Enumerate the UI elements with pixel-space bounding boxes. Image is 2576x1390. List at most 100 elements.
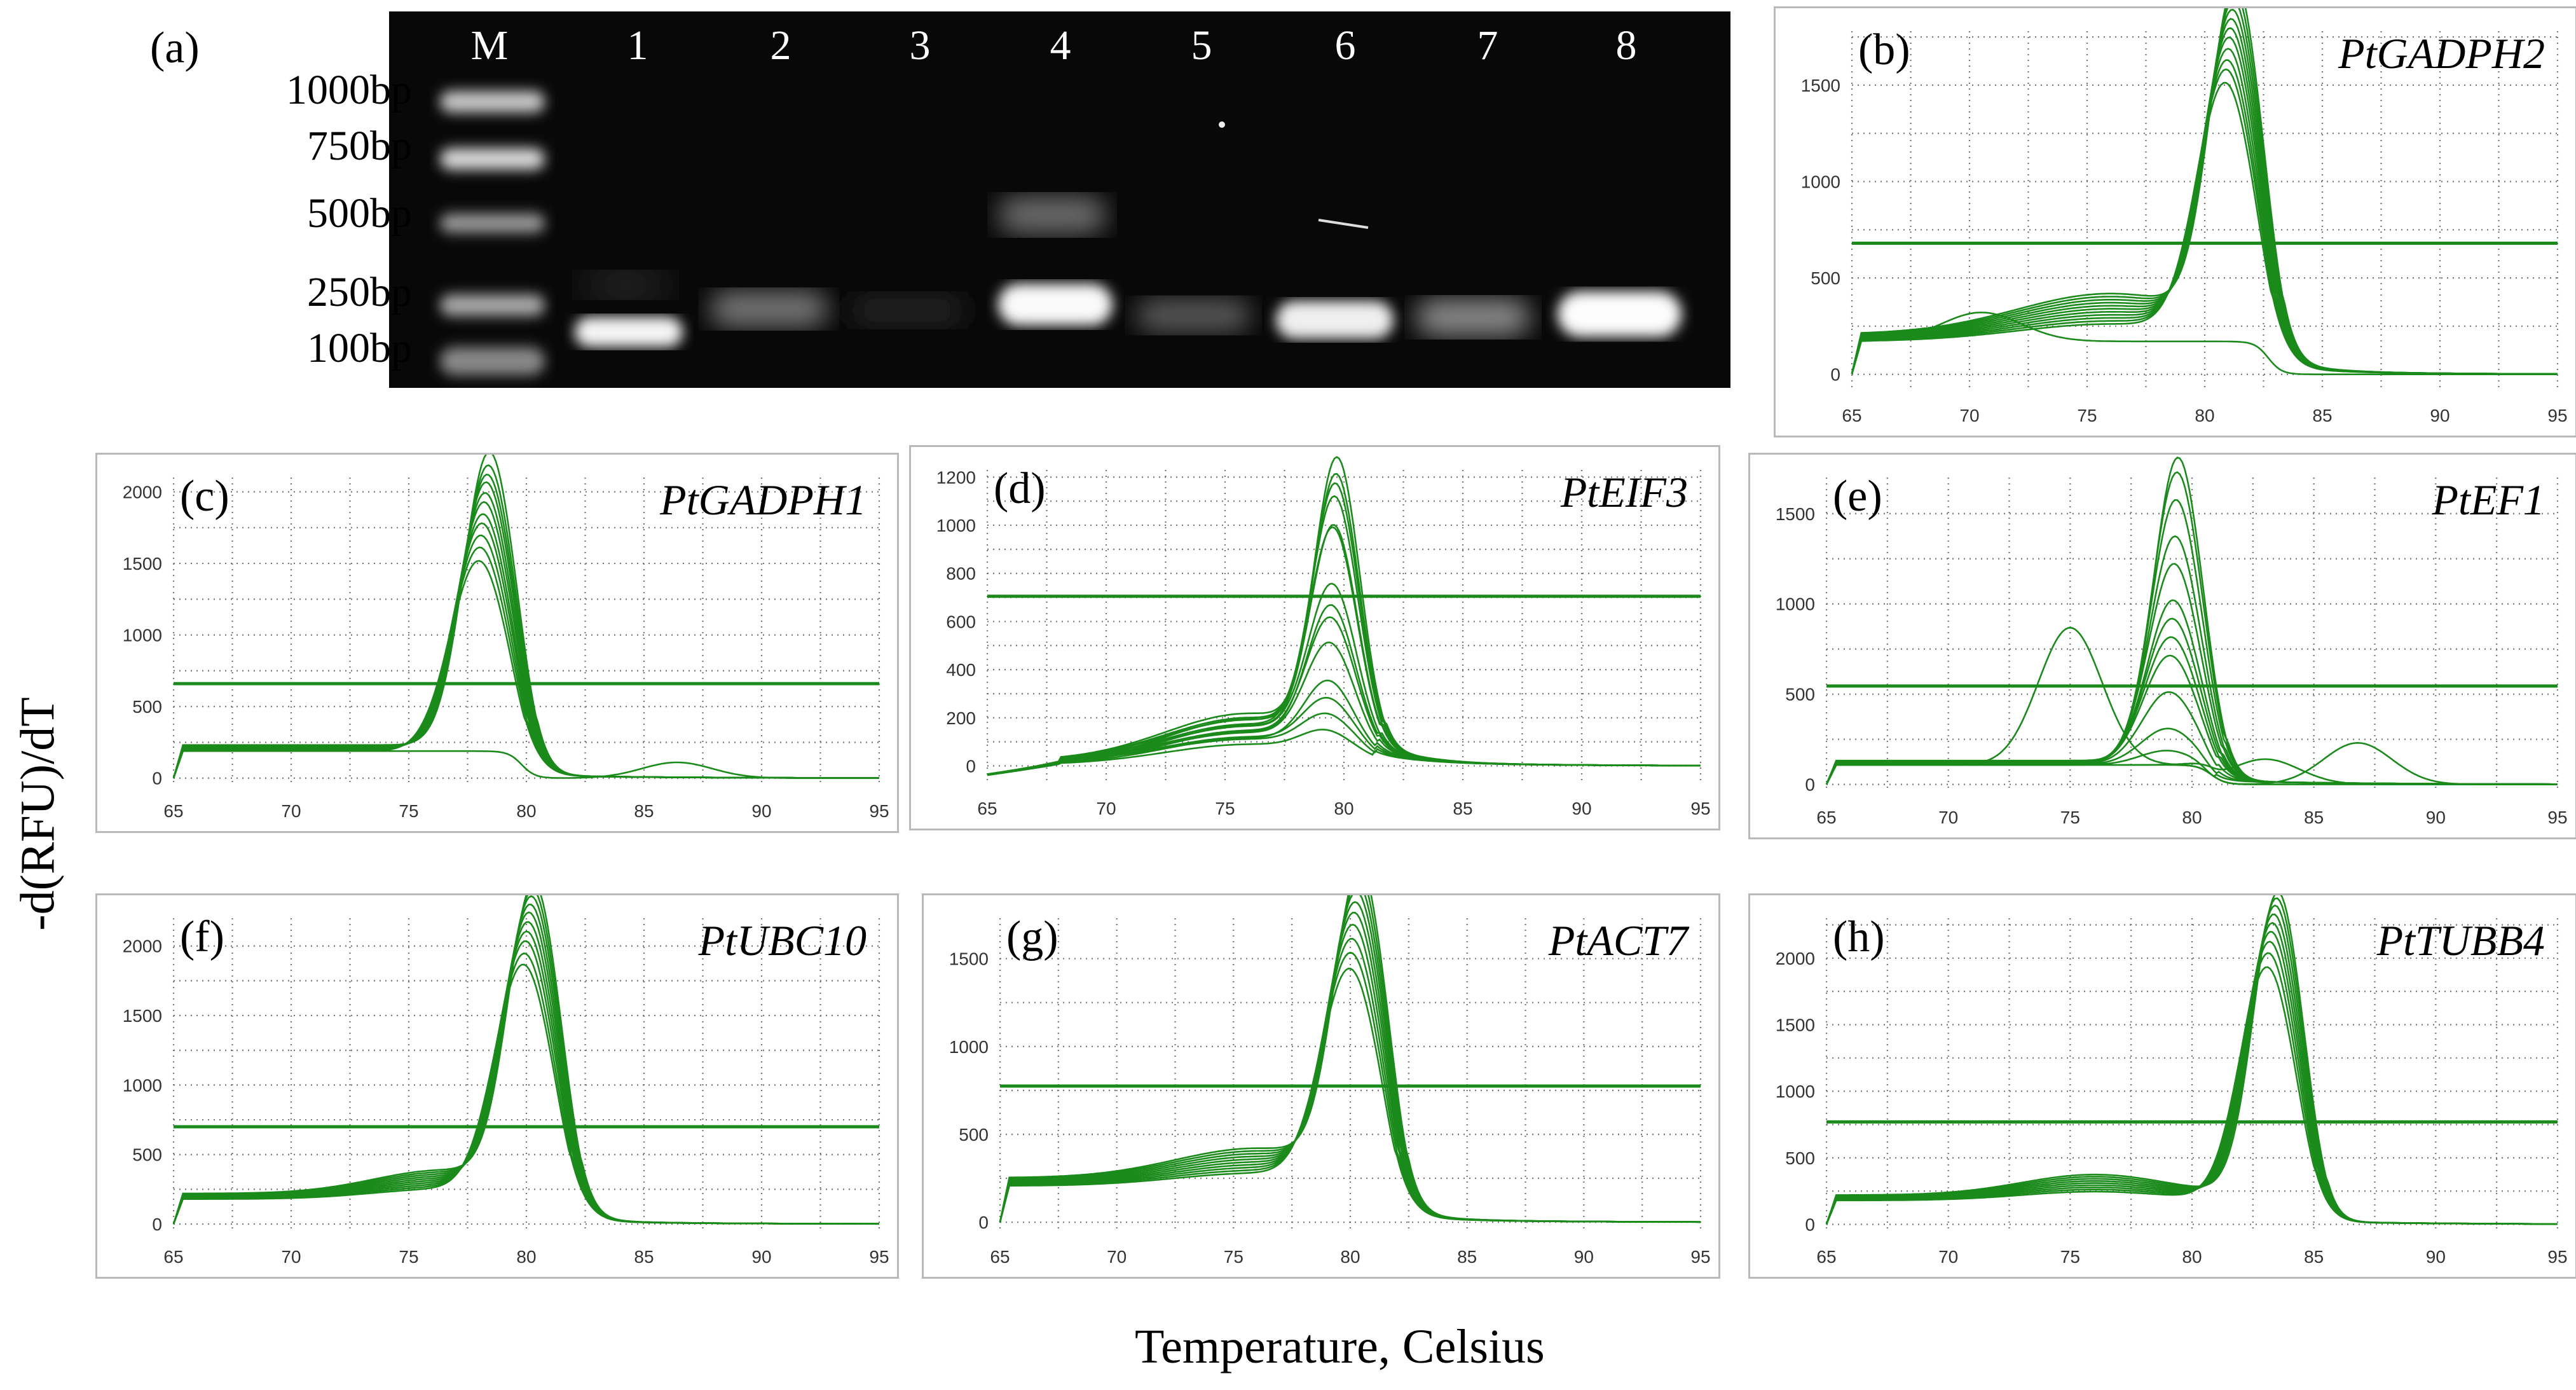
x-tick-label: 85: [1453, 799, 1472, 818]
lane6-band: [1276, 301, 1394, 339]
melt-curves: [172, 882, 879, 1225]
x-tick-label: 65: [163, 1247, 183, 1267]
y-tick-label: 500: [959, 1125, 989, 1145]
melt-curve: [1825, 599, 2558, 785]
x-tick-label: 80: [516, 1247, 536, 1267]
melt-chart-g: 65 70 75 80 85 90 95 0 500 1000 1500 (g) PtACT7: [949, 865, 1711, 1267]
x-tick-label: 70: [1096, 799, 1116, 818]
gene-name: PtTUBB4: [2376, 916, 2545, 965]
lane-label-8: 8: [1615, 22, 1637, 69]
melt-chart-d: 65 70 75 80 85 90 95 0 200 400 600 800 1000 1200 (d) Pt…: [936, 456, 1711, 818]
x-tick-label: 75: [2060, 1247, 2080, 1267]
x-tick-label: 90: [2430, 406, 2449, 425]
x-tick-label: 70: [281, 1247, 301, 1267]
x-tick-label: 90: [1574, 1247, 1594, 1267]
x-tick-label: 75: [399, 801, 418, 821]
y-tick-label: 1000: [123, 1075, 162, 1095]
marker-label-500bp: 500bp: [307, 190, 412, 237]
melt-curve: [987, 456, 1701, 775]
y-tick-label: 0: [1805, 1215, 1815, 1235]
sample-bands: [575, 121, 1682, 347]
y-tick-label: 1000: [123, 626, 162, 645]
x-tick-label: 65: [990, 1247, 1010, 1267]
y-tick-label: 500: [1811, 268, 1840, 288]
y-tick-label: 1000: [1801, 172, 1840, 192]
x-tick-label: 90: [751, 1247, 771, 1267]
y-tick-label: 400: [946, 660, 976, 680]
y-tick-label: 500: [1785, 1148, 1815, 1168]
y-tick-label: 1500: [123, 554, 162, 574]
melt-panel-h: 65 70 75 80 85 90 95 0 500 1000 1500 2000 (h) PtTUBB4: [1748, 891, 2576, 1279]
melt-chart-c: 65 70 75 80 85 90 95 0 500 1000 1500 2000 (c) PtGADPH…: [123, 451, 889, 821]
melt-curves: [172, 451, 879, 779]
melt-curve-extra: [172, 750, 879, 779]
melt-curves: [987, 456, 1701, 776]
marker-band-1000: [440, 91, 545, 113]
panel-label-a: (a): [150, 24, 200, 72]
melt-curve: [172, 522, 879, 779]
x-tick-label: 80: [1334, 799, 1353, 818]
y-tick-label: 2000: [1776, 949, 1815, 968]
y-tick-label: 1500: [1801, 76, 1840, 95]
lane-label-1: 1: [627, 22, 648, 69]
lane-label-M: M: [470, 22, 509, 69]
lane4-band-upper: [998, 196, 1106, 234]
x-tick-label: 85: [634, 1247, 654, 1267]
marker-label-1000bp: 1000bp: [286, 67, 412, 113]
lane2-band: [710, 291, 828, 327]
melt-curve: [172, 952, 879, 1225]
gene-name: PtEF1: [2431, 476, 2545, 524]
gene-name: PtGADPH2: [2338, 29, 2545, 78]
lane8-band: [1558, 291, 1682, 337]
grid: [172, 918, 880, 1231]
x-tick-label: 70: [1959, 406, 1979, 425]
panel-label: (e): [1833, 472, 1882, 521]
y-tick-label: 500: [1785, 685, 1815, 705]
x-tick-label: 90: [2426, 808, 2446, 827]
x-tick-label: 95: [2547, 1247, 2567, 1267]
x-tick-label: 70: [1938, 1247, 1958, 1267]
melt-panel-f: 65 70 75 80 85 90 95 0 500 1000 1500 2000 (f) PtUBC10: [95, 882, 899, 1279]
y-tick-label: 0: [152, 1215, 162, 1234]
x-tick-label: 70: [1938, 808, 1958, 827]
x-tick-label: 65: [163, 801, 183, 821]
y-tick-label: 0: [1805, 775, 1815, 795]
melt-curve: [172, 930, 879, 1225]
y-tick-label: 2000: [123, 483, 162, 502]
marker-bands: [440, 91, 545, 375]
marker-label-100bp: 100bp: [307, 325, 412, 371]
x-tick-label: 75: [399, 1247, 418, 1267]
lane-label-2: 2: [770, 22, 791, 69]
gel-bands: [440, 91, 1682, 375]
y-tick-label: 800: [946, 564, 976, 584]
x-tick-label: 65: [1816, 1247, 1836, 1267]
x-tick-label: 85: [2304, 1247, 2324, 1267]
x-tick-label: 95: [869, 1247, 889, 1267]
y-tick-label: 1000: [936, 516, 976, 535]
marker-band-750: [440, 148, 545, 170]
x-tick-label: 95: [2547, 808, 2567, 827]
x-tick-label: 75: [2077, 406, 2097, 425]
panel-label: (g): [1006, 912, 1058, 961]
melt-chart-e: 65 70 75 80 85 90 95 0 500 1000 1500 (e) PtEF1: [1776, 457, 2568, 827]
y-tick-label: 0: [152, 769, 162, 788]
gene-name: PtACT7: [1548, 916, 1690, 965]
melt-curve: [172, 963, 879, 1225]
x-tick-label: 90: [1572, 799, 1591, 818]
lane3-band: [850, 294, 964, 326]
lane1-band: [575, 317, 683, 347]
melt-curves: [1851, 0, 2558, 375]
x-tick-label: 85: [634, 801, 654, 821]
marker-label-250bp: 250bp: [307, 269, 412, 315]
melt-panel-c: 65 70 75 80 85 90 95 0 500 1000 1500 2000 (c) PtGADPH…: [95, 451, 899, 833]
y-tick-label: 0: [1830, 365, 1840, 385]
lane4-band: [998, 284, 1113, 326]
x-tick-label: 70: [281, 801, 301, 821]
melt-curve: [1825, 750, 2558, 785]
x-axis-label: Temperature, Celsius: [1135, 1320, 1545, 1373]
lane5-band: [1136, 299, 1250, 332]
melt-curve: [172, 481, 879, 779]
x-tick-label: 85: [1457, 1247, 1477, 1267]
melt-chart-b: 65 70 75 80 85 90 95 0 500 1000 1500 (b) PtGADPH2: [1801, 0, 2568, 425]
panel-label: (h): [1833, 912, 1885, 961]
